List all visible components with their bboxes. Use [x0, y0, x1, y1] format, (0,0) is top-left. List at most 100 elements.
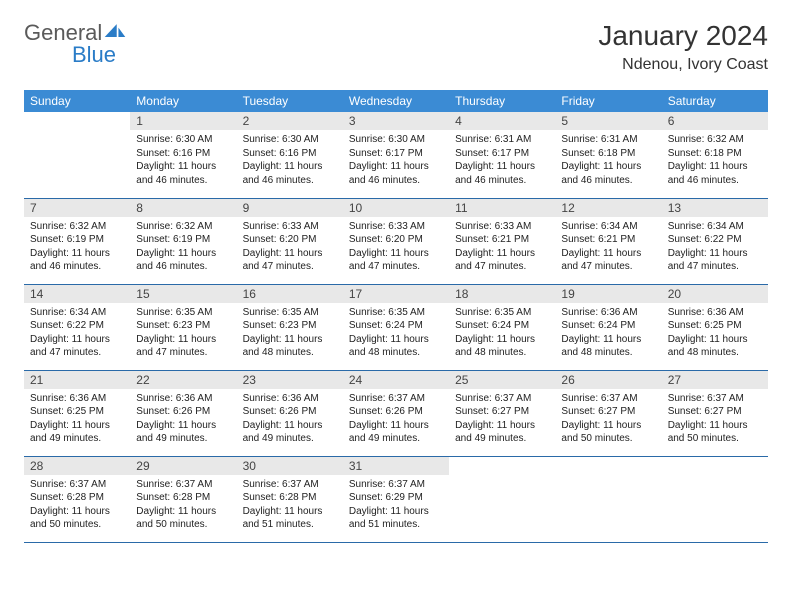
day-cell: 3Sunrise: 6:30 AMSunset: 6:17 PMDaylight…: [343, 112, 449, 198]
calendar-row: 14Sunrise: 6:34 AMSunset: 6:22 PMDayligh…: [24, 284, 768, 370]
day-number: 12: [555, 199, 661, 217]
day-header: Thursday: [449, 90, 555, 112]
day-content: Sunrise: 6:33 AMSunset: 6:21 PMDaylight:…: [449, 217, 555, 278]
day-cell: 6Sunrise: 6:32 AMSunset: 6:18 PMDaylight…: [662, 112, 768, 198]
calendar-row: 21Sunrise: 6:36 AMSunset: 6:25 PMDayligh…: [24, 370, 768, 456]
day-number: 18: [449, 285, 555, 303]
day-header: Tuesday: [237, 90, 343, 112]
day-content: Sunrise: 6:37 AMSunset: 6:27 PMDaylight:…: [555, 389, 661, 450]
day-cell: 10Sunrise: 6:33 AMSunset: 6:20 PMDayligh…: [343, 198, 449, 284]
day-cell: 29Sunrise: 6:37 AMSunset: 6:28 PMDayligh…: [130, 456, 236, 542]
day-content: Sunrise: 6:34 AMSunset: 6:22 PMDaylight:…: [662, 217, 768, 278]
day-cell: 27Sunrise: 6:37 AMSunset: 6:27 PMDayligh…: [662, 370, 768, 456]
day-number: 17: [343, 285, 449, 303]
day-cell: 18Sunrise: 6:35 AMSunset: 6:24 PMDayligh…: [449, 284, 555, 370]
day-cell: 25Sunrise: 6:37 AMSunset: 6:27 PMDayligh…: [449, 370, 555, 456]
day-number: 5: [555, 112, 661, 130]
day-cell: 4Sunrise: 6:31 AMSunset: 6:17 PMDaylight…: [449, 112, 555, 198]
day-number: 14: [24, 285, 130, 303]
day-number: 6: [662, 112, 768, 130]
day-cell: 28Sunrise: 6:37 AMSunset: 6:28 PMDayligh…: [24, 456, 130, 542]
empty-cell: [662, 456, 768, 542]
day-content: Sunrise: 6:37 AMSunset: 6:28 PMDaylight:…: [130, 475, 236, 536]
day-number: 8: [130, 199, 236, 217]
calendar-page: GeneralBlue January 2024 Ndenou, Ivory C…: [0, 0, 792, 563]
calendar-row: 1Sunrise: 6:30 AMSunset: 6:16 PMDaylight…: [24, 112, 768, 198]
day-number: 4: [449, 112, 555, 130]
day-number: 13: [662, 199, 768, 217]
location: Ndenou, Ivory Coast: [598, 56, 768, 74]
day-number: 15: [130, 285, 236, 303]
day-content: Sunrise: 6:37 AMSunset: 6:27 PMDaylight:…: [662, 389, 768, 450]
day-number: 26: [555, 371, 661, 389]
title-block: January 2024 Ndenou, Ivory Coast: [598, 20, 768, 74]
day-number: 21: [24, 371, 130, 389]
day-number: 2: [237, 112, 343, 130]
day-cell: 22Sunrise: 6:36 AMSunset: 6:26 PMDayligh…: [130, 370, 236, 456]
day-number: 7: [24, 199, 130, 217]
logo: GeneralBlue: [24, 20, 127, 68]
day-content: Sunrise: 6:34 AMSunset: 6:22 PMDaylight:…: [24, 303, 130, 364]
empty-cell: [555, 456, 661, 542]
day-header: Saturday: [662, 90, 768, 112]
day-number: 30: [237, 457, 343, 475]
day-header: Wednesday: [343, 90, 449, 112]
day-content: Sunrise: 6:37 AMSunset: 6:28 PMDaylight:…: [24, 475, 130, 536]
calendar-table: SundayMondayTuesdayWednesdayThursdayFrid…: [24, 90, 768, 543]
day-number: 20: [662, 285, 768, 303]
empty-cell: [449, 456, 555, 542]
day-content: Sunrise: 6:35 AMSunset: 6:24 PMDaylight:…: [449, 303, 555, 364]
day-cell: 23Sunrise: 6:36 AMSunset: 6:26 PMDayligh…: [237, 370, 343, 456]
day-content: Sunrise: 6:34 AMSunset: 6:21 PMDaylight:…: [555, 217, 661, 278]
calendar-row: 7Sunrise: 6:32 AMSunset: 6:19 PMDaylight…: [24, 198, 768, 284]
header: GeneralBlue January 2024 Ndenou, Ivory C…: [24, 20, 768, 74]
day-number: 25: [449, 371, 555, 389]
day-cell: 19Sunrise: 6:36 AMSunset: 6:24 PMDayligh…: [555, 284, 661, 370]
day-number: 22: [130, 371, 236, 389]
day-number: 1: [130, 112, 236, 130]
day-content: Sunrise: 6:37 AMSunset: 6:27 PMDaylight:…: [449, 389, 555, 450]
day-content: Sunrise: 6:36 AMSunset: 6:26 PMDaylight:…: [237, 389, 343, 450]
day-number: 10: [343, 199, 449, 217]
day-number: 16: [237, 285, 343, 303]
day-content: Sunrise: 6:36 AMSunset: 6:24 PMDaylight:…: [555, 303, 661, 364]
day-number: 28: [24, 457, 130, 475]
day-content: Sunrise: 6:32 AMSunset: 6:18 PMDaylight:…: [662, 130, 768, 191]
day-cell: 26Sunrise: 6:37 AMSunset: 6:27 PMDayligh…: [555, 370, 661, 456]
day-cell: 31Sunrise: 6:37 AMSunset: 6:29 PMDayligh…: [343, 456, 449, 542]
day-header: Friday: [555, 90, 661, 112]
day-cell: 24Sunrise: 6:37 AMSunset: 6:26 PMDayligh…: [343, 370, 449, 456]
day-content: Sunrise: 6:37 AMSunset: 6:29 PMDaylight:…: [343, 475, 449, 536]
day-header: Sunday: [24, 90, 130, 112]
day-content: Sunrise: 6:33 AMSunset: 6:20 PMDaylight:…: [237, 217, 343, 278]
calendar-body: 1Sunrise: 6:30 AMSunset: 6:16 PMDaylight…: [24, 112, 768, 542]
day-content: Sunrise: 6:35 AMSunset: 6:23 PMDaylight:…: [237, 303, 343, 364]
day-content: Sunrise: 6:35 AMSunset: 6:23 PMDaylight:…: [130, 303, 236, 364]
day-content: Sunrise: 6:36 AMSunset: 6:26 PMDaylight:…: [130, 389, 236, 450]
day-number: 3: [343, 112, 449, 130]
day-header: Monday: [130, 90, 236, 112]
day-content: Sunrise: 6:31 AMSunset: 6:17 PMDaylight:…: [449, 130, 555, 191]
day-header-row: SundayMondayTuesdayWednesdayThursdayFrid…: [24, 90, 768, 112]
day-cell: 30Sunrise: 6:37 AMSunset: 6:28 PMDayligh…: [237, 456, 343, 542]
day-content: Sunrise: 6:30 AMSunset: 6:16 PMDaylight:…: [237, 130, 343, 191]
empty-cell: [24, 112, 130, 198]
day-cell: 1Sunrise: 6:30 AMSunset: 6:16 PMDaylight…: [130, 112, 236, 198]
day-number: 31: [343, 457, 449, 475]
day-content: Sunrise: 6:33 AMSunset: 6:20 PMDaylight:…: [343, 217, 449, 278]
day-cell: 7Sunrise: 6:32 AMSunset: 6:19 PMDaylight…: [24, 198, 130, 284]
day-number: 27: [662, 371, 768, 389]
day-content: Sunrise: 6:32 AMSunset: 6:19 PMDaylight:…: [24, 217, 130, 278]
day-content: Sunrise: 6:35 AMSunset: 6:24 PMDaylight:…: [343, 303, 449, 364]
day-number: 29: [130, 457, 236, 475]
day-number: 24: [343, 371, 449, 389]
day-number: 9: [237, 199, 343, 217]
day-cell: 15Sunrise: 6:35 AMSunset: 6:23 PMDayligh…: [130, 284, 236, 370]
day-cell: 5Sunrise: 6:31 AMSunset: 6:18 PMDaylight…: [555, 112, 661, 198]
day-content: Sunrise: 6:32 AMSunset: 6:19 PMDaylight:…: [130, 217, 236, 278]
day-cell: 8Sunrise: 6:32 AMSunset: 6:19 PMDaylight…: [130, 198, 236, 284]
day-cell: 20Sunrise: 6:36 AMSunset: 6:25 PMDayligh…: [662, 284, 768, 370]
day-cell: 14Sunrise: 6:34 AMSunset: 6:22 PMDayligh…: [24, 284, 130, 370]
month-title: January 2024: [598, 20, 768, 52]
day-cell: 17Sunrise: 6:35 AMSunset: 6:24 PMDayligh…: [343, 284, 449, 370]
